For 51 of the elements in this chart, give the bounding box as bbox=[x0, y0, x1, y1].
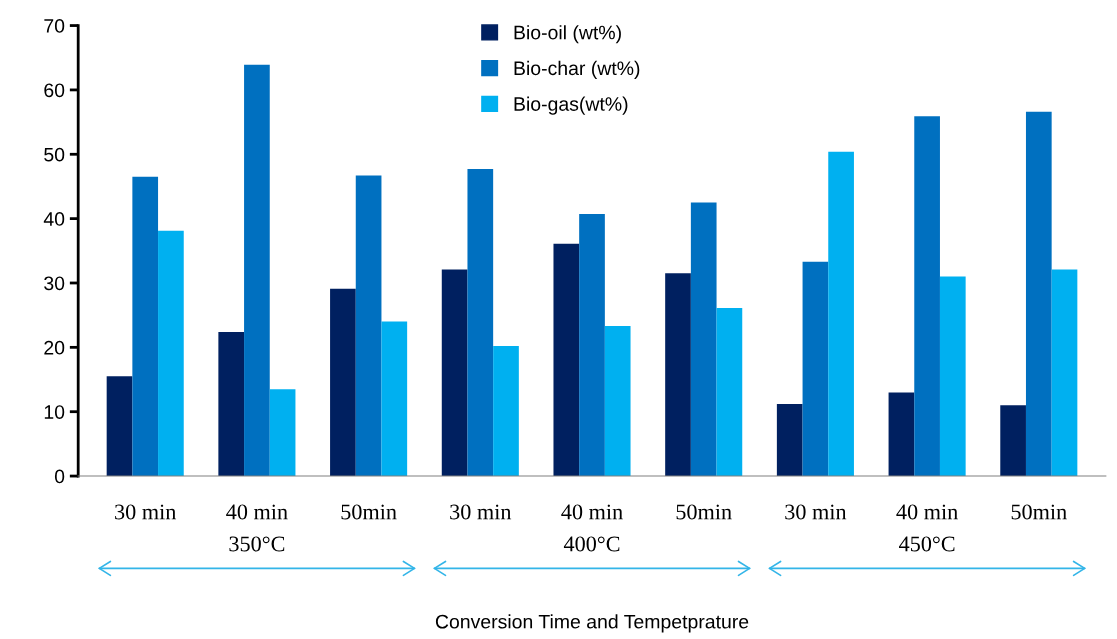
bar bbox=[828, 151, 854, 477]
bar bbox=[467, 169, 494, 477]
x-tick-label: 40 min bbox=[226, 504, 288, 520]
y-tick-label: 70 bbox=[44, 19, 65, 33]
y-tick-label: 0 bbox=[54, 469, 65, 484]
bar bbox=[716, 308, 743, 477]
bar bbox=[579, 214, 605, 477]
bar bbox=[939, 276, 966, 477]
bar bbox=[493, 346, 519, 477]
x-tick-label: 40 min bbox=[561, 504, 623, 520]
x-tick-label: 30 min bbox=[450, 504, 512, 520]
text: 450°C bbox=[899, 536, 955, 552]
bar bbox=[802, 261, 829, 477]
x-tick-label: 50min bbox=[341, 504, 397, 520]
bar bbox=[776, 403, 803, 477]
legend-label: Bio-oil (wt%) bbox=[514, 25, 621, 44]
bar bbox=[604, 326, 631, 477]
text: 400°C bbox=[563, 536, 620, 552]
bar bbox=[665, 273, 691, 477]
x-tick-label: 50min bbox=[676, 504, 732, 520]
x-tick-label: 50min bbox=[1011, 504, 1067, 520]
y-tick-label: 40 bbox=[43, 212, 65, 226]
bar bbox=[218, 331, 245, 477]
y-tick-label: 10 bbox=[44, 405, 65, 419]
bar bbox=[330, 288, 356, 477]
y-tick-label: 50 bbox=[44, 147, 65, 162]
y-tick-label: 60 bbox=[44, 83, 65, 98]
x-tick-label: 30 min bbox=[785, 504, 847, 520]
bar bbox=[553, 243, 580, 477]
y-tick-label: 20 bbox=[44, 340, 65, 355]
bar bbox=[1025, 111, 1052, 477]
text: 350°C bbox=[229, 536, 285, 552]
x-tick-label: 40 min bbox=[896, 504, 958, 520]
bar bbox=[381, 321, 408, 477]
bar bbox=[244, 64, 270, 477]
bar bbox=[269, 389, 296, 477]
bar bbox=[888, 392, 915, 477]
bar bbox=[690, 202, 717, 477]
y-tick-label: 30 bbox=[44, 276, 65, 291]
bar bbox=[1051, 269, 1078, 477]
x-tick-label: 30 min bbox=[115, 504, 177, 520]
bar bbox=[158, 230, 184, 477]
legend-label: Bio-char (wt%) bbox=[514, 60, 640, 79]
legend-label: Bio-gas(wt%) bbox=[514, 96, 628, 115]
bar bbox=[914, 116, 940, 477]
bar bbox=[132, 176, 159, 477]
bar bbox=[441, 269, 468, 477]
bar bbox=[355, 175, 382, 477]
bar bbox=[106, 376, 133, 477]
x-axis-title: Conversion Time and Tempetprature bbox=[435, 614, 749, 633]
bar bbox=[1000, 405, 1026, 477]
